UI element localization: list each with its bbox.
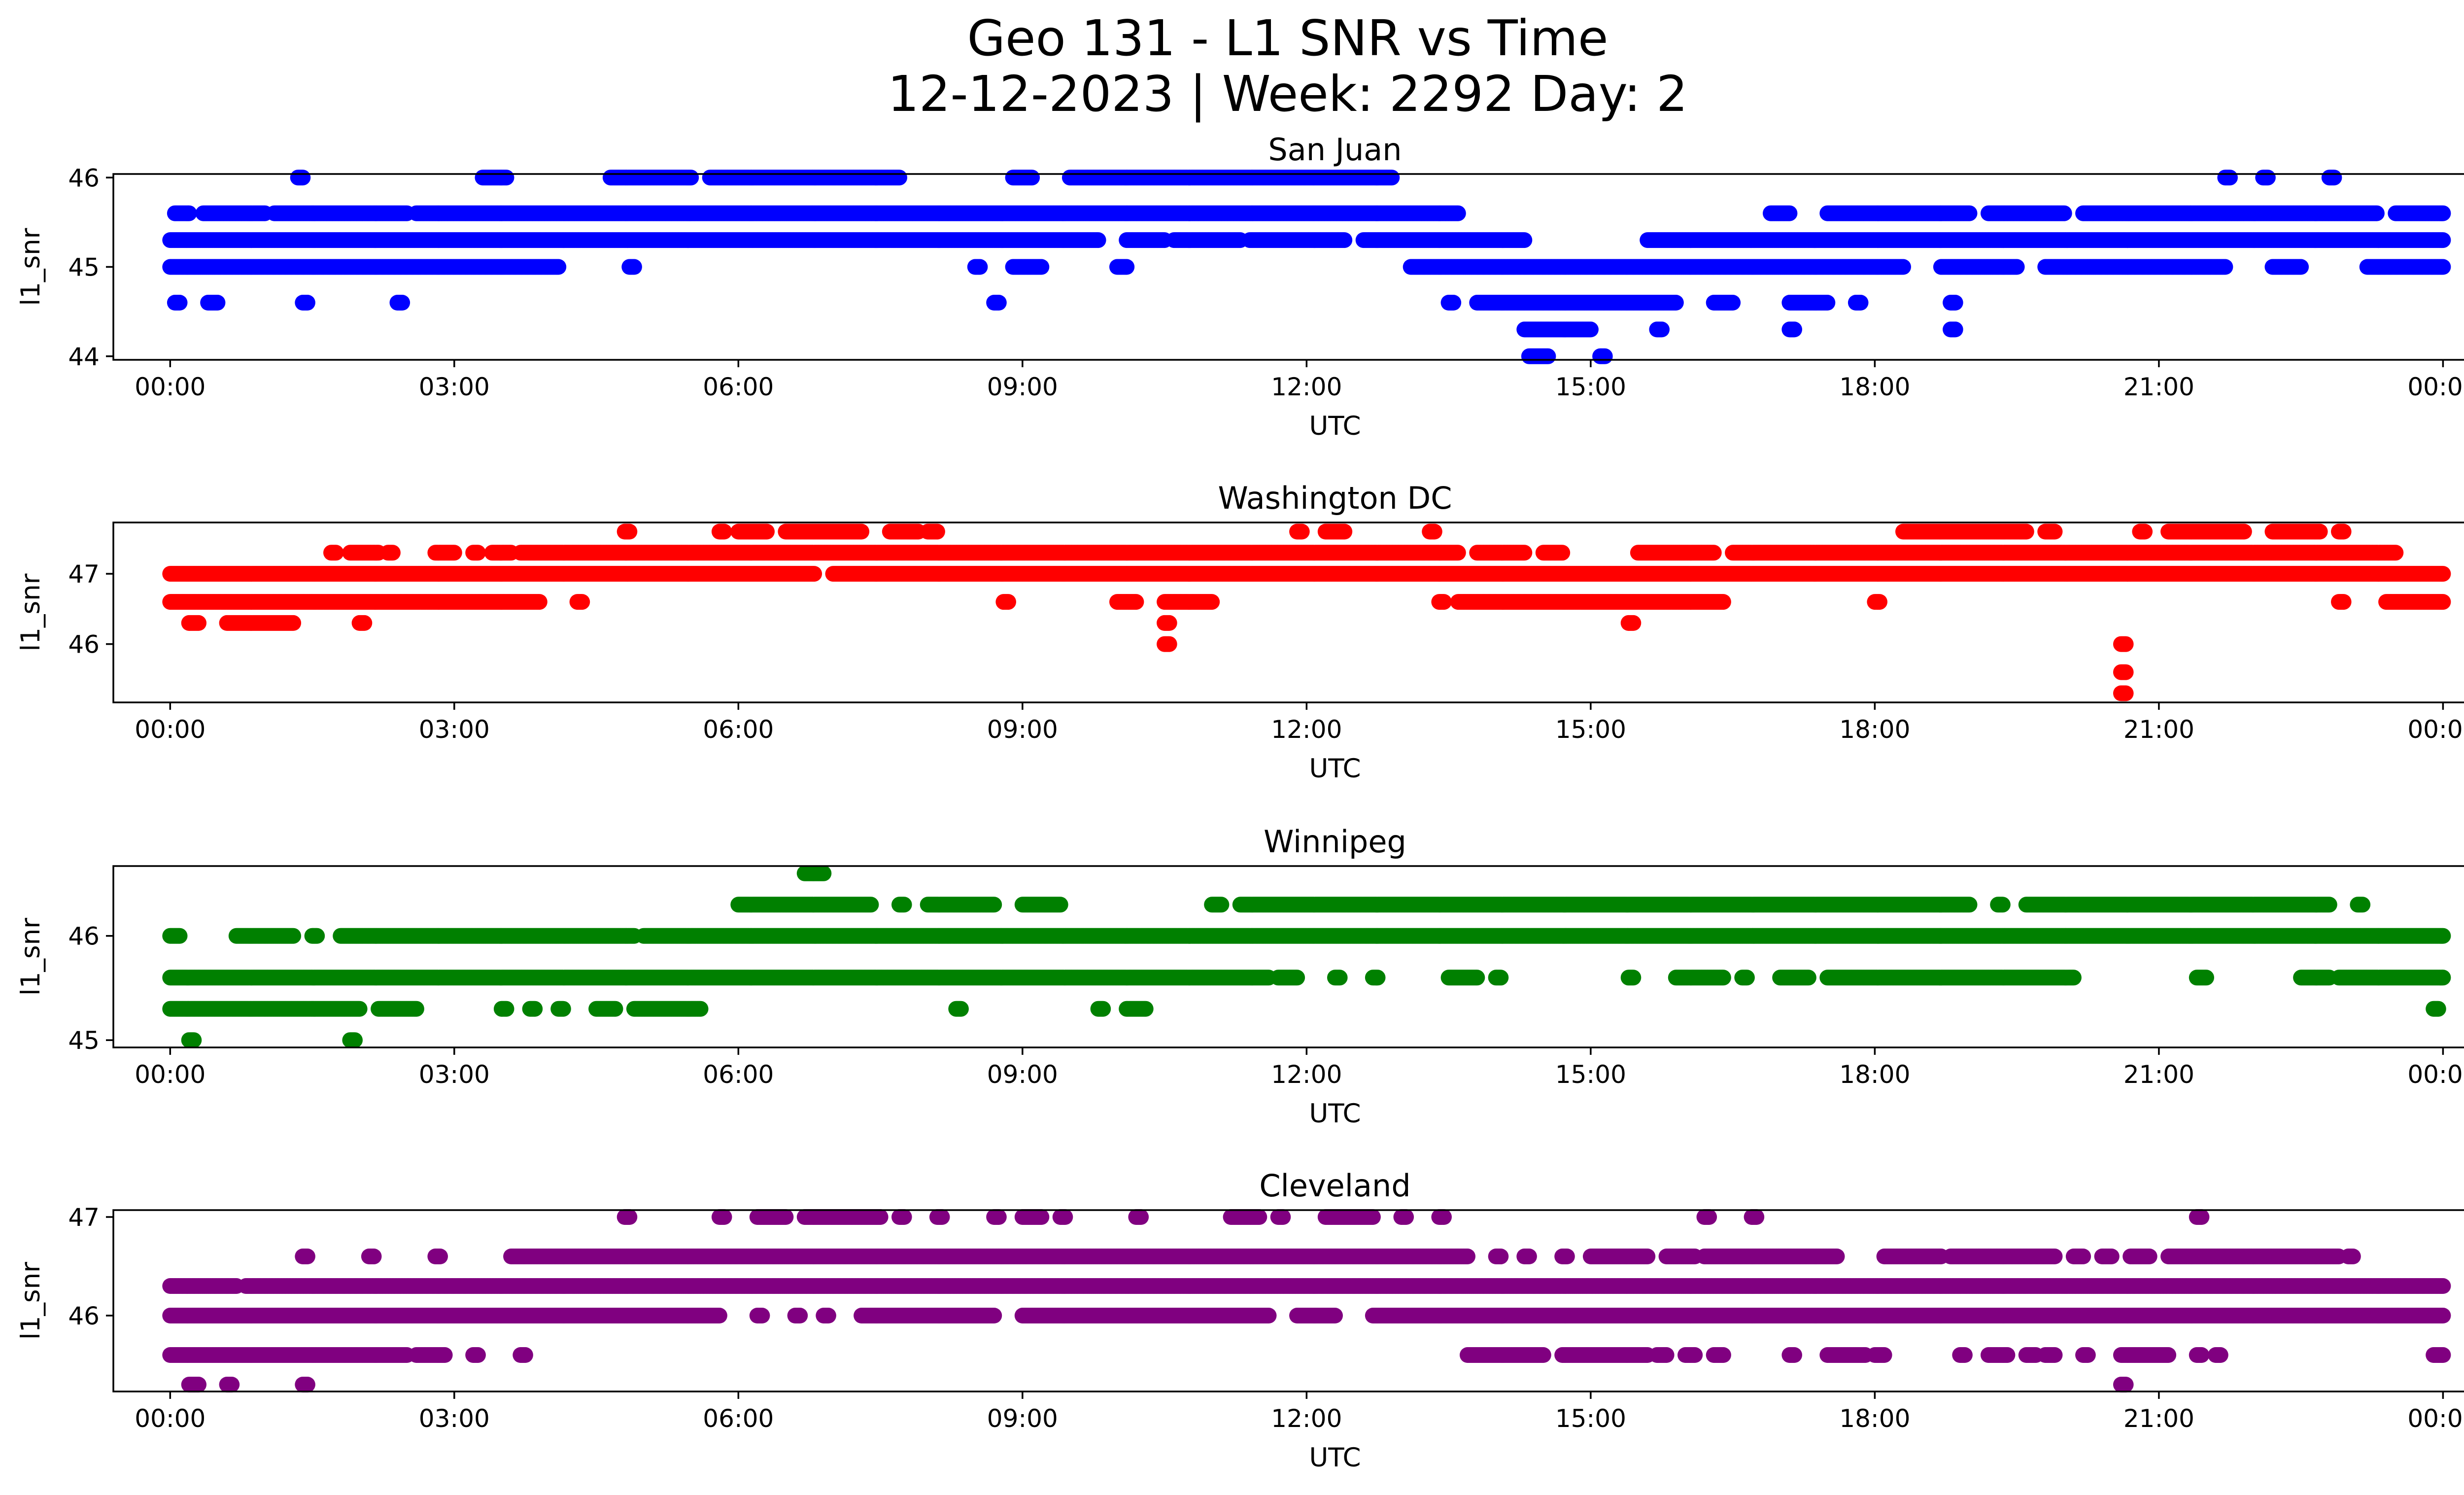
- data-point: [2009, 259, 2025, 275]
- data-point: [2222, 170, 2238, 186]
- data-point: [1895, 259, 1911, 275]
- data-point: [1516, 232, 1533, 248]
- data-point: [1090, 232, 1106, 248]
- data-point: [972, 259, 988, 275]
- data-point: [1336, 232, 1353, 248]
- data-point: [1781, 205, 1798, 221]
- data-point: [2326, 170, 2342, 186]
- data-point: [891, 170, 907, 186]
- data-point: [683, 170, 699, 186]
- data-point: [498, 170, 514, 186]
- data-point: [2368, 205, 2385, 221]
- data-point: [1450, 205, 1466, 221]
- figure-title-line2: 12-12-2023 | Week: 2292 Day: 2: [888, 65, 1687, 123]
- figure-title-line1: Geo 131 - L1 SNR vs Time: [967, 9, 1608, 67]
- data-point: [209, 295, 226, 311]
- scatter-series: [162, 170, 2451, 364]
- data-point: [1384, 170, 1400, 186]
- data-point: [181, 205, 197, 221]
- data-point: [2435, 205, 2451, 221]
- data-point: [2259, 170, 2276, 186]
- data-point: [2435, 232, 2451, 248]
- data-point: [1961, 205, 1978, 221]
- data-point: [2435, 259, 2451, 275]
- data-point: [2217, 259, 2233, 275]
- data-point: [2056, 205, 2072, 221]
- data-point: [1024, 170, 1040, 186]
- data-point: [1119, 259, 1135, 275]
- subplot-title: San Juan: [1268, 132, 1402, 168]
- data-point: [2293, 259, 2309, 275]
- data-point: [1033, 259, 1050, 275]
- data-point: [550, 259, 567, 275]
- data-point: [626, 259, 642, 275]
- data-point: [295, 170, 311, 186]
- data-point: [171, 295, 188, 311]
